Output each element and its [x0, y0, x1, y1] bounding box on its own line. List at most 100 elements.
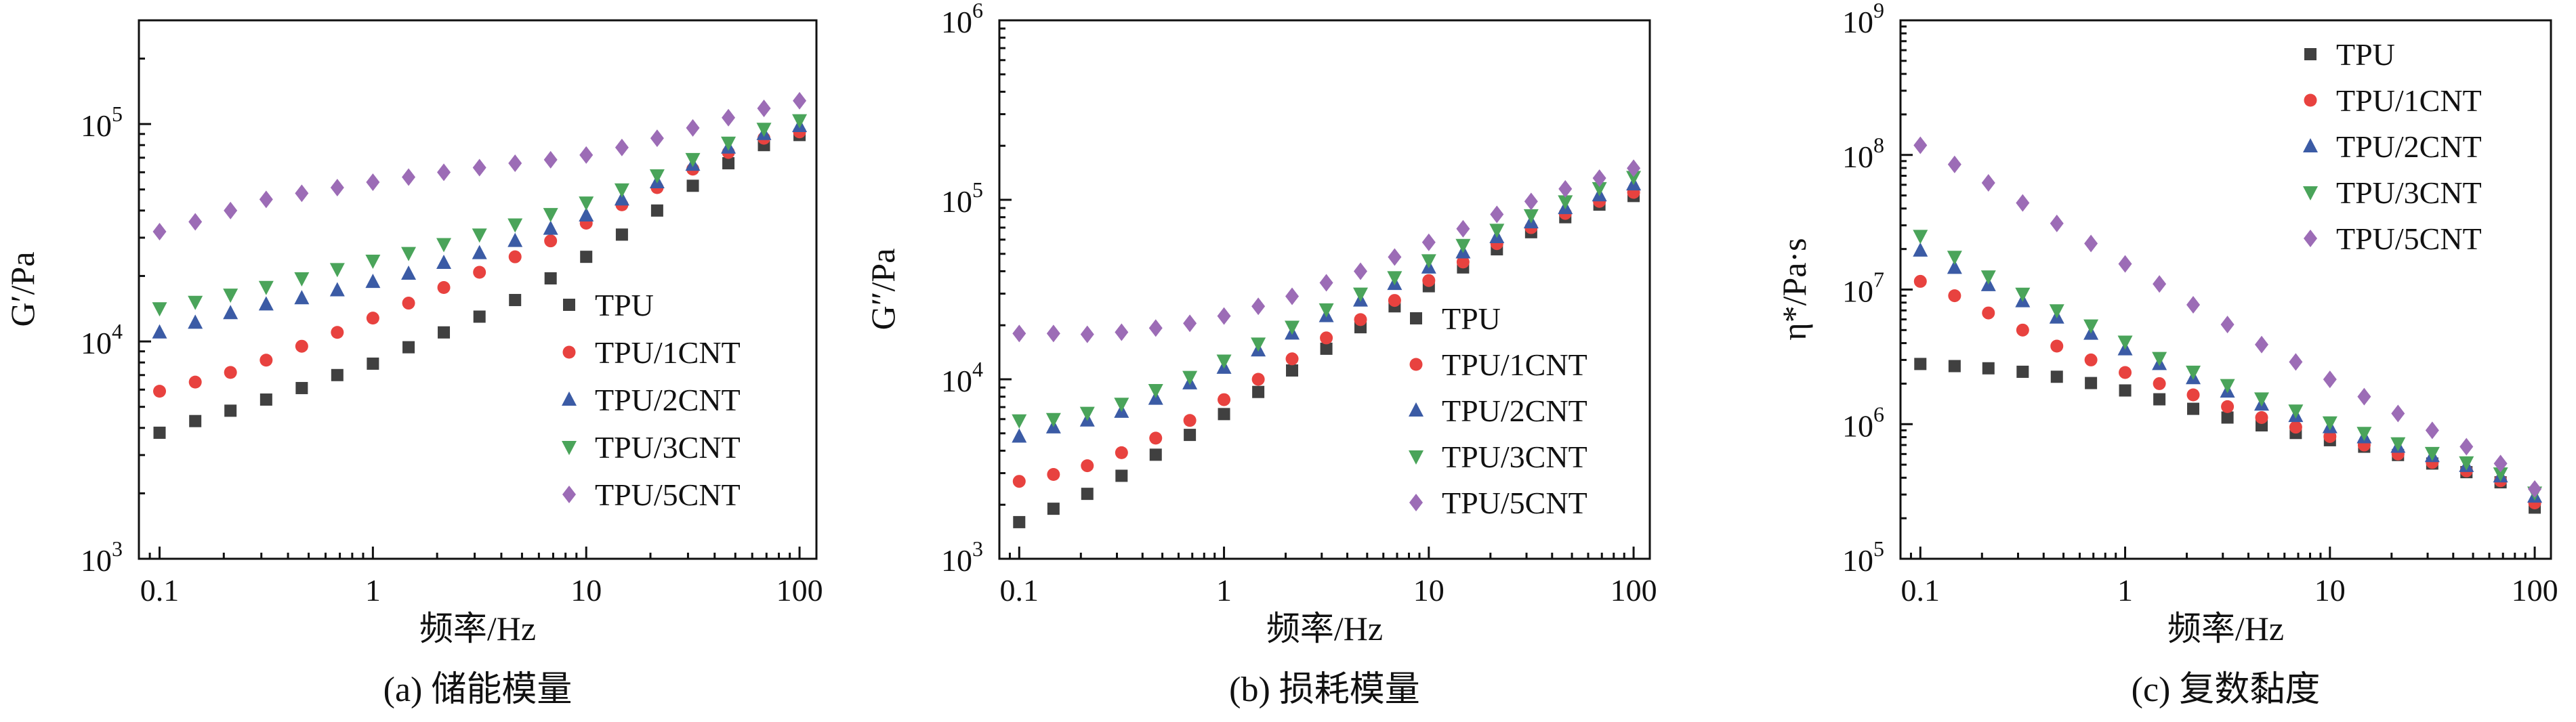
panel-c-point-series-2 — [2050, 339, 2064, 353]
panel-a-point-series-5 — [472, 158, 486, 177]
panel-a-point-series-1 — [509, 293, 522, 306]
panel-b-point-series-4 — [1114, 398, 1129, 412]
panel-a-point-series-5 — [650, 129, 664, 148]
panel-a-point-series-1 — [615, 228, 628, 241]
panel-b-x-axis-title: 频率/Hz — [1266, 610, 1383, 647]
panel-a-point-series-2 — [295, 339, 308, 353]
panel-a-legend-label-3: TPU/2CNT — [595, 383, 741, 417]
panel-b-point-series-2 — [1218, 393, 1231, 406]
panel-c-point-series-4 — [1947, 251, 1962, 266]
panel-a-point-series-3 — [472, 245, 487, 259]
panel-b-frame — [998, 19, 1651, 560]
panel-c-point-series-5 — [2459, 438, 2474, 456]
panel-c-point-series-4 — [2083, 319, 2099, 334]
panel-b-x-tick-label: 0.1 — [1000, 573, 1039, 608]
panel-c-point-series-5 — [2528, 480, 2542, 498]
panel-b-point-series-4 — [1626, 171, 1642, 186]
panel-b-point-series-4 — [1251, 337, 1266, 352]
panel-c-point-series-4 — [2186, 365, 2201, 380]
panel-b-point-series-5 — [1285, 287, 1300, 305]
panel-b-point-series-1 — [1252, 385, 1265, 398]
panel-c-x-tick-label: 0.1 — [1901, 573, 1940, 608]
panel-a-point-series-4 — [223, 289, 238, 303]
panel-a-point-series-2 — [366, 312, 379, 325]
panel-c-point-series-5 — [2084, 234, 2098, 253]
panel-a-point-series-4 — [685, 152, 701, 167]
panel-b-point-series-4 — [1285, 320, 1300, 335]
panel-a-y-tick-label: 105 — [81, 102, 123, 143]
panel-a-point-series-3 — [543, 220, 558, 235]
panel-b-point-series-1 — [1115, 469, 1128, 482]
panel-a-point-series-5 — [722, 108, 736, 127]
panel-b-point-series-5 — [1046, 324, 1060, 343]
panel-c-point-series-5 — [1947, 155, 1961, 173]
panel-c-legend-label-1: TPU — [2336, 37, 2395, 72]
panel-a-point-series-4 — [507, 218, 523, 233]
panel-c-point-series-5 — [1913, 136, 1928, 154]
panel-a-point-series-5 — [757, 100, 771, 118]
panel-a-point-series-4 — [365, 254, 381, 269]
panel-a-x-axis-title: 频率/Hz — [419, 610, 536, 647]
panel-c-point-series-3 — [1913, 242, 1928, 257]
panel-c-point-series-5 — [2493, 454, 2508, 473]
panel-a-point-series-2 — [544, 234, 558, 248]
panel-c-point-series-5 — [2255, 335, 2269, 354]
panel-a-point-series-5 — [437, 163, 451, 182]
panel-b-point-series-1 — [1286, 364, 1299, 377]
panel-c-point-series-5 — [2357, 387, 2371, 406]
panel-b-point-series-2 — [1012, 475, 1026, 488]
panel-c-point-series-4 — [2015, 287, 2031, 302]
panel-b-y-tick-label: 105 — [941, 177, 983, 219]
panel-c-legend: TPU TPU/1CNT TPU/2CNT TPU/3CNT TPU/5CNT — [2303, 37, 2482, 256]
panel-c-point-series-4 — [2117, 335, 2133, 350]
panel-c-y-axis-title: η*/Pa·s — [1775, 238, 1813, 340]
panel-a-point-series-5 — [508, 154, 522, 173]
panel-b-point-series-4 — [1148, 384, 1163, 399]
panel-b-legend: TPU TPU/1CNT TPU/2CNT TPU/3CNT TPU/5CNT — [1409, 301, 1587, 520]
panel-a-caption: (a) 储能模量 — [383, 671, 573, 709]
panel-c-point-series-5 — [2289, 353, 2303, 371]
panel-b-point-series-4 — [1455, 238, 1471, 253]
panel-a-point-series-3 — [152, 324, 167, 339]
panel-a-point-series-1 — [224, 404, 237, 417]
panel-b-point-series-4 — [1592, 182, 1607, 196]
panel-a-point-series-1 — [686, 179, 699, 192]
panel-c-point-series-1 — [2050, 370, 2063, 383]
panel-b-legend-marker-2 — [1409, 358, 1423, 371]
panel-b-legend-marker-4 — [1409, 450, 1424, 465]
panel-a-point-series-3 — [329, 282, 345, 297]
panel-a-point-series-5 — [295, 184, 309, 203]
panel-b-y-tick-label: 104 — [941, 357, 983, 398]
panel-c-point-series-4 — [2152, 352, 2167, 366]
panel-c-data-points — [1913, 136, 2543, 514]
panel-c-point-series-5 — [2016, 194, 2030, 212]
panel-b-point-series-5 — [1421, 233, 1436, 251]
panel-c-legend-label-2: TPU/1CNT — [2336, 83, 2482, 118]
panel-a-point-series-1 — [331, 368, 344, 381]
panel-b-point-series-2 — [1320, 331, 1333, 345]
panel-b-point-series-1 — [1218, 408, 1230, 421]
panel-b-point-series-5 — [1388, 248, 1402, 266]
panel-a-point-series-3 — [223, 305, 238, 320]
panel-c-legend-label-4: TPU/3CNT — [2336, 175, 2482, 210]
panel-c-point-series-4 — [2220, 379, 2235, 394]
panel-c-point-series-2 — [2119, 366, 2132, 379]
panel-a-point-series-4 — [152, 302, 167, 317]
panel-a-point-series-1 — [580, 251, 593, 263]
panel-c-point-series-4 — [2049, 304, 2064, 319]
panel-b-point-series-2 — [1251, 373, 1265, 386]
panel-c-point-series-1 — [2016, 365, 2029, 378]
panel-c-legend-marker-4 — [2303, 186, 2318, 200]
panel-a-legend-marker-5 — [562, 486, 576, 503]
panel-b-point-series-5 — [1217, 307, 1231, 325]
panel-c-caption: (c) 复数黏度 — [2132, 671, 2321, 709]
panel-a-point-series-5 — [224, 201, 238, 219]
panel-b-legend-label-3: TPU/2CNT — [1442, 394, 1587, 428]
panel-b-point-series-4 — [1079, 406, 1095, 421]
panel-b-legend-label-5: TPU/5CNT — [1442, 486, 1587, 520]
panel-a-legend-marker-3 — [562, 391, 577, 406]
panel-c-point-series-1 — [1914, 358, 1927, 370]
panel-a-y-tick-label: 103 — [81, 536, 123, 578]
